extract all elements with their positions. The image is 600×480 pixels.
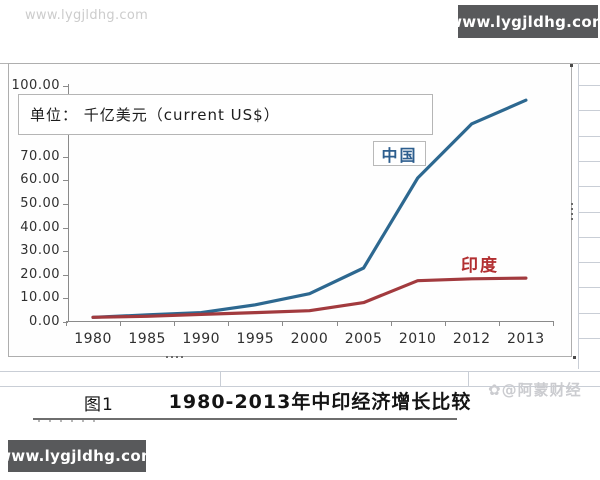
figure-number-label: 图1 bbox=[84, 395, 114, 415]
y-axis-tick bbox=[63, 86, 68, 87]
x-axis-tick-label: 2013 bbox=[507, 331, 545, 347]
y-axis-tick bbox=[63, 251, 68, 253]
x-axis-tick-label: 1995 bbox=[236, 331, 275, 347]
caption-underline bbox=[33, 418, 457, 420]
resize-handle-right-middle[interactable] bbox=[571, 203, 573, 223]
x-axis-tick bbox=[120, 321, 122, 326]
x-axis-tick-label: 2012 bbox=[452, 331, 491, 347]
sheet-cell-border bbox=[220, 371, 221, 387]
x-axis-tick-label: 1980 bbox=[74, 331, 112, 347]
sheet-row-line bbox=[578, 287, 600, 288]
y-axis-tick bbox=[63, 180, 68, 182]
unit-label: 单位： 千亿美元（current US$） bbox=[30, 106, 280, 124]
y-axis-line bbox=[68, 84, 69, 322]
unit-textbox: 单位： 千亿美元（current US$） bbox=[18, 94, 433, 135]
sheet-row-line bbox=[578, 85, 600, 86]
x-axis-tick bbox=[282, 321, 284, 326]
sheet-cell-border bbox=[468, 371, 469, 387]
x-axis-tick-label: 2010 bbox=[398, 331, 437, 347]
x-axis-tick-label: 2000 bbox=[290, 331, 329, 347]
india-series-label: 印度 bbox=[461, 256, 499, 276]
sheet-column-border bbox=[578, 63, 579, 369]
x-axis-tick bbox=[228, 321, 230, 326]
x-axis-tick-label: 1985 bbox=[128, 331, 166, 347]
resize-handle-bottom-right[interactable] bbox=[573, 356, 576, 359]
sheet-row-line bbox=[578, 186, 600, 187]
x-axis-tick bbox=[336, 321, 338, 326]
watermark-top-right: www.lygjldhg.com bbox=[448, 5, 600, 38]
faint-selection-dots bbox=[38, 420, 95, 422]
x-axis-tick bbox=[174, 321, 176, 326]
watermark-author: ✿@阿蒙财经 bbox=[488, 381, 582, 399]
y-axis-tick-label: 70.00 bbox=[20, 148, 60, 164]
x-axis-tick bbox=[498, 321, 500, 326]
y-axis-tick bbox=[63, 322, 68, 323]
x-axis-tick bbox=[552, 321, 554, 326]
chart-title: 1980-2013年中印经济增长比较 bbox=[168, 391, 472, 413]
x-axis-tick bbox=[390, 321, 392, 326]
y-axis-tick-label: 10.00 bbox=[20, 290, 60, 306]
y-axis-tick-label: 40.00 bbox=[20, 219, 60, 235]
china-series-label-text: 中国 bbox=[381, 145, 418, 165]
x-axis-line bbox=[66, 321, 554, 322]
watermark-bottom-left: www.lygjldhg.com bbox=[0, 440, 157, 472]
sheet-row-border bbox=[0, 371, 600, 372]
sheet-row-line bbox=[578, 338, 600, 339]
watermark-top-left: www.lygjldhg.com bbox=[25, 8, 149, 23]
x-axis-tick bbox=[444, 321, 446, 326]
resize-handle-bottom-middle[interactable] bbox=[166, 356, 183, 358]
sheet-row-line bbox=[578, 110, 600, 111]
china-series-label: 中国 bbox=[373, 141, 426, 166]
y-axis-tick bbox=[63, 274, 68, 276]
sheet-row-line bbox=[578, 161, 600, 162]
sheet-row-line bbox=[578, 237, 600, 238]
y-axis-tick-label: 60.00 bbox=[20, 172, 60, 188]
sheet-row-line bbox=[578, 313, 600, 314]
x-axis-tick bbox=[66, 321, 67, 326]
y-axis-tick-label: 30.00 bbox=[20, 243, 60, 259]
y-axis-tick bbox=[63, 156, 68, 158]
sheet-row-border bbox=[0, 386, 600, 387]
y-axis-tick-label: 20.00 bbox=[20, 266, 60, 282]
resize-handle-top-right[interactable] bbox=[570, 64, 573, 67]
sheet-row-line bbox=[578, 136, 600, 137]
y-axis-tick bbox=[63, 227, 68, 229]
x-axis-tick-label: 1990 bbox=[182, 331, 221, 347]
x-axis-tick-label: 2005 bbox=[344, 331, 383, 347]
y-axis-tick-label: 0.00 bbox=[29, 314, 60, 329]
sheet-row-line bbox=[578, 262, 600, 263]
y-axis-tick-label: 100.00 bbox=[11, 78, 60, 93]
y-axis-tick bbox=[63, 298, 68, 300]
y-axis-tick-label: 50.00 bbox=[20, 196, 60, 211]
sheet-row-line bbox=[578, 212, 600, 213]
y-axis-tick bbox=[63, 204, 68, 205]
